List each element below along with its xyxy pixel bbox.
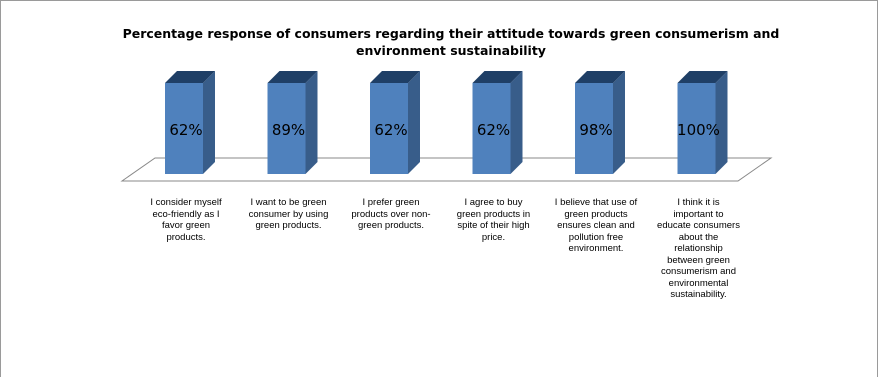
bar-front: [677, 83, 716, 174]
bar-1: 62%: [165, 71, 215, 174]
bar-5: 98%: [575, 71, 625, 174]
bar-front: [370, 83, 408, 174]
bar-value-label: 100%: [677, 121, 720, 139]
bar-side: [305, 71, 318, 174]
bar-top: [267, 71, 318, 83]
bar-top: [165, 71, 215, 83]
bar-value-label: 62%: [477, 121, 510, 139]
category-label: I think it is important to educate consu…: [657, 197, 740, 300]
bar-value-label: 62%: [374, 121, 407, 139]
bar-side: [613, 71, 625, 174]
bar-front: [575, 83, 613, 174]
chart-title: Percentage response of consumers regardi…: [122, 26, 780, 58]
category-label: I prefer green products over non-green p…: [351, 197, 431, 231]
chart-floor: [120, 157, 773, 182]
bar-side: [408, 71, 420, 174]
category-label: I believe that use of green products ens…: [554, 197, 638, 254]
bar-value-label: 98%: [579, 121, 612, 139]
category-label: I agree to buy green products in spite o…: [456, 197, 531, 243]
bar-value-label: 62%: [169, 121, 202, 139]
bar-top: [472, 71, 523, 83]
bar-side: [203, 71, 215, 174]
bar-front: [267, 83, 306, 174]
bar-front: [472, 83, 511, 174]
category-label: I consider myself eco-friendly as I favo…: [150, 197, 222, 243]
bar-side: [510, 71, 523, 174]
bar-side: [715, 71, 728, 174]
bar-3: 62%: [370, 71, 420, 174]
bar-top: [677, 71, 728, 83]
bar-front: [165, 83, 203, 174]
bar-4: 62%: [472, 71, 523, 174]
category-label: I want to be green consumer by using gre…: [248, 197, 329, 231]
bar-top: [575, 71, 625, 83]
bar-top: [370, 71, 420, 83]
bar-2: 89%: [267, 71, 318, 174]
bar-value-label: 89%: [272, 121, 305, 139]
bar-6: 100%: [677, 71, 728, 174]
